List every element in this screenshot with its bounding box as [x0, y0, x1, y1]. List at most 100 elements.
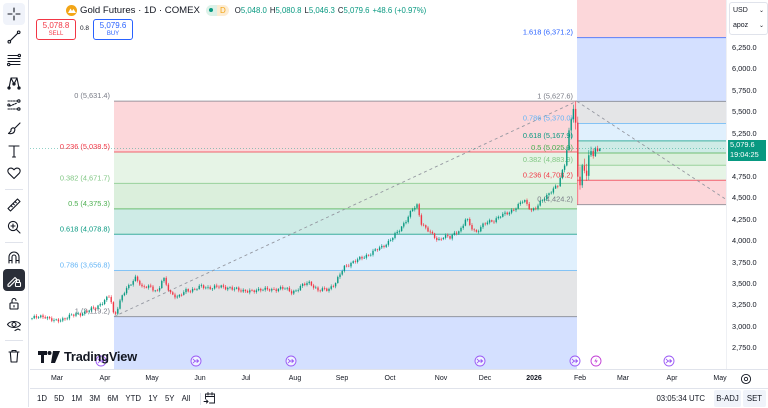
- candle[interactable]: [557, 185, 559, 189]
- candle[interactable]: [143, 284, 145, 289]
- candle[interactable]: [579, 166, 581, 190]
- candle[interactable]: [282, 285, 284, 291]
- candle[interactable]: [418, 203, 420, 217]
- candle[interactable]: [359, 256, 361, 261]
- candle[interactable]: [46, 316, 49, 321]
- candle[interactable]: [517, 202, 519, 210]
- candle[interactable]: [106, 295, 108, 302]
- candle[interactable]: [473, 228, 475, 232]
- candle[interactable]: [480, 225, 482, 233]
- candle[interactable]: [552, 186, 555, 195]
- candle[interactable]: [499, 216, 502, 219]
- candle[interactable]: [249, 288, 251, 295]
- candle[interactable]: [266, 286, 269, 291]
- candle[interactable]: [361, 255, 363, 261]
- candle[interactable]: [332, 284, 335, 288]
- range-button-all[interactable]: All: [181, 394, 191, 403]
- candle[interactable]: [196, 288, 198, 292]
- candle[interactable]: [513, 208, 515, 212]
- candle[interactable]: [273, 287, 275, 291]
- candle[interactable]: [319, 289, 321, 293]
- candle[interactable]: [477, 229, 480, 234]
- candle[interactable]: [81, 312, 84, 317]
- candle[interactable]: [543, 197, 546, 202]
- candle[interactable]: [101, 302, 104, 306]
- candle[interactable]: [59, 318, 62, 323]
- candle[interactable]: [559, 176, 561, 187]
- rollover-event-icon[interactable]: [569, 355, 581, 367]
- candle[interactable]: [145, 286, 148, 289]
- candle[interactable]: [524, 199, 526, 204]
- candle[interactable]: [86, 309, 88, 314]
- rollover-event-icon[interactable]: [95, 355, 107, 367]
- candle[interactable]: [541, 199, 544, 203]
- fib-tool-button[interactable]: [3, 49, 25, 71]
- candle[interactable]: [268, 288, 271, 292]
- candle[interactable]: [530, 207, 533, 213]
- candle[interactable]: [218, 285, 220, 290]
- candle[interactable]: [33, 314, 35, 320]
- price-scale[interactable]: USD ⌄ apoz ⌄ 6,250.0 6,000.0 5,750.0 5,500.…: [726, 0, 768, 369]
- candle[interactable]: [521, 200, 524, 204]
- candle[interactable]: [108, 295, 110, 298]
- candle[interactable]: [293, 289, 295, 296]
- candle[interactable]: [458, 230, 460, 235]
- fib-retracement-2-zone[interactable]: [577, 0, 726, 38]
- candle[interactable]: [436, 236, 438, 242]
- candle[interactable]: [119, 298, 121, 310]
- settlement-toggle[interactable]: SET: [743, 390, 766, 407]
- candle[interactable]: [216, 283, 218, 289]
- candle[interactable]: [425, 224, 427, 230]
- fib-retracement-1-zone[interactable]: [114, 270, 577, 317]
- candle[interactable]: [577, 116, 579, 205]
- candle[interactable]: [495, 216, 497, 224]
- candle[interactable]: [491, 219, 493, 223]
- forecast-tool-button[interactable]: [3, 94, 25, 116]
- candle[interactable]: [44, 315, 46, 319]
- candle[interactable]: [306, 281, 308, 287]
- candle[interactable]: [422, 223, 425, 227]
- pattern-tool-button[interactable]: [3, 72, 25, 94]
- candle[interactable]: [374, 247, 376, 252]
- candle[interactable]: [566, 146, 568, 167]
- candle[interactable]: [460, 226, 462, 233]
- candle[interactable]: [66, 316, 68, 321]
- candle[interactable]: [341, 269, 343, 276]
- candle[interactable]: [235, 286, 238, 290]
- candle[interactable]: [554, 184, 557, 190]
- lightning-event-icon[interactable]: [590, 355, 602, 367]
- candle[interactable]: [178, 294, 181, 298]
- candle[interactable]: [568, 127, 570, 151]
- candle[interactable]: [515, 207, 517, 213]
- candle[interactable]: [202, 284, 205, 290]
- candle[interactable]: [31, 317, 33, 321]
- candle[interactable]: [79, 312, 82, 318]
- candle[interactable]: [321, 286, 324, 292]
- candle[interactable]: [114, 311, 117, 316]
- candle[interactable]: [464, 218, 467, 227]
- candle[interactable]: [411, 207, 414, 212]
- candle[interactable]: [350, 261, 352, 269]
- candle[interactable]: [409, 210, 412, 219]
- candle[interactable]: [185, 287, 187, 295]
- candle[interactable]: [147, 284, 150, 290]
- candle[interactable]: [506, 211, 508, 216]
- candle[interactable]: [189, 289, 192, 294]
- candle[interactable]: [548, 192, 550, 197]
- candle[interactable]: [493, 220, 495, 224]
- candle[interactable]: [169, 289, 172, 295]
- candle[interactable]: [271, 287, 273, 293]
- candle[interactable]: [378, 245, 381, 251]
- candle[interactable]: [48, 316, 51, 320]
- candle[interactable]: [240, 288, 242, 293]
- candle[interactable]: [400, 225, 403, 232]
- candle[interactable]: [62, 316, 64, 323]
- back-adjustment-toggle[interactable]: B-ADJ: [714, 390, 741, 407]
- candle[interactable]: [251, 288, 253, 292]
- candle[interactable]: [508, 211, 511, 216]
- candle[interactable]: [416, 203, 418, 209]
- candle[interactable]: [231, 285, 233, 291]
- candle[interactable]: [227, 286, 229, 292]
- candle[interactable]: [466, 218, 469, 222]
- range-button-1y[interactable]: 1Y: [148, 394, 158, 403]
